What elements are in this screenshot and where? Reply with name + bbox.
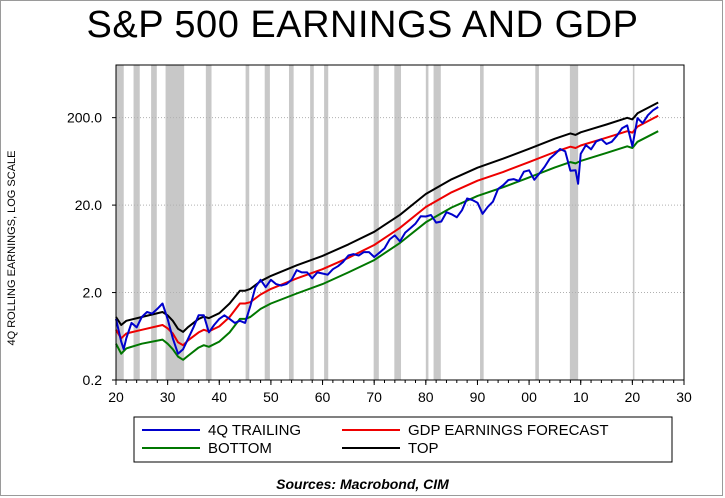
legend-label: GDP EARNINGS FORECAST	[408, 422, 609, 439]
y-tick-label: 2.0	[83, 285, 103, 301]
legend-box	[133, 416, 673, 463]
series-line-bottom	[115, 130, 659, 361]
x-tick-label: 90	[470, 389, 486, 405]
recession-band	[151, 65, 157, 380]
x-tick-label: 10	[573, 389, 589, 405]
legend-label: 4Q TRAILING	[208, 422, 301, 439]
series-line-4q-trailing	[115, 106, 659, 355]
y-tick-label: 200.0	[67, 110, 102, 126]
legend-label: BOTTOM	[208, 440, 272, 457]
source-note: Sources: Macrobond, CIM	[276, 476, 449, 492]
recession-band	[535, 65, 539, 380]
recession-band	[324, 65, 329, 380]
x-tick-label: 20	[108, 389, 124, 405]
recession-band	[205, 65, 212, 380]
recession-band	[480, 65, 484, 380]
recession-band	[569, 65, 579, 380]
x-tick-label: 80	[418, 389, 434, 405]
legend-label: TOP	[408, 440, 439, 457]
recession-band	[116, 65, 124, 380]
recession-band	[394, 65, 402, 380]
x-tick-label: 30	[160, 389, 176, 405]
recession-band	[632, 65, 635, 380]
series-line-gdp-earnings-forecast	[115, 114, 659, 347]
recession-band	[133, 65, 140, 380]
recession-band	[264, 65, 270, 380]
recession-band	[373, 65, 379, 380]
recession-band	[310, 65, 314, 380]
x-tick-label: 00	[521, 389, 537, 405]
plot-border	[115, 64, 685, 381]
x-tick-label: 40	[211, 389, 227, 405]
x-tick-label: 60	[315, 389, 331, 405]
x-tick-label: 50	[263, 389, 279, 405]
recession-band	[245, 65, 250, 380]
y-tick-label: 0.2	[83, 372, 103, 388]
x-tick-label: 20	[625, 389, 641, 405]
x-tick-label: 30	[676, 389, 692, 405]
recession-band	[165, 65, 185, 380]
x-tick-label: 70	[366, 389, 382, 405]
y-tick-label: 20.0	[75, 197, 102, 213]
chart-title: S&P 500 EARNINGS AND GDP	[86, 4, 639, 46]
recession-band	[288, 65, 294, 380]
series-line-top	[115, 101, 659, 333]
